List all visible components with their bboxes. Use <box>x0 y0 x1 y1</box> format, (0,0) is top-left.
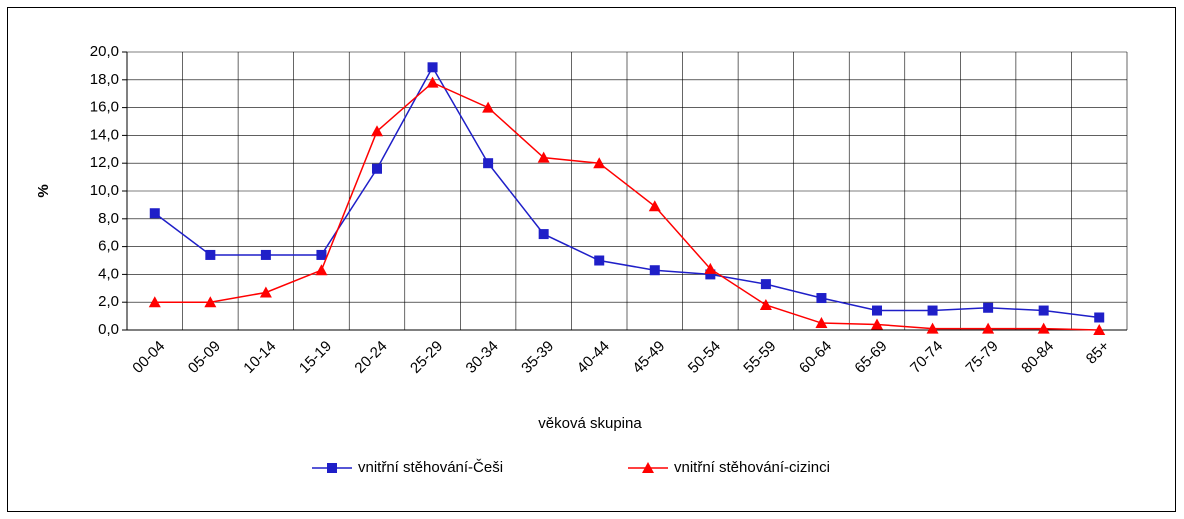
data-point <box>372 163 382 174</box>
legend-label: vnitřní stěhování-cizinci <box>674 459 830 476</box>
data-point <box>426 76 439 88</box>
legend-marker <box>327 463 337 473</box>
y-tick-label: 16,0 <box>90 99 119 116</box>
chart-frame <box>7 7 1176 512</box>
y-tick-label: 12,0 <box>90 154 119 171</box>
y-tick-label: 8,0 <box>98 210 119 227</box>
data-point <box>594 255 605 266</box>
data-point <box>705 269 716 280</box>
y-tick-label: 18,0 <box>90 71 119 88</box>
y-tick-label: 14,0 <box>90 126 119 143</box>
data-point <box>759 298 772 310</box>
data-point <box>204 296 217 308</box>
y-tick-label: 0,0 <box>98 321 119 338</box>
data-point <box>815 317 828 329</box>
data-point <box>538 229 549 240</box>
data-point <box>872 305 882 316</box>
data-point <box>259 286 272 298</box>
data-point <box>537 151 550 163</box>
data-point <box>982 322 995 334</box>
y-tick-label: 20,0 <box>90 43 119 60</box>
y-axis-label: % <box>35 184 52 197</box>
data-point <box>371 125 383 137</box>
data-point <box>649 265 660 276</box>
data-point <box>983 302 994 313</box>
data-point <box>482 101 495 113</box>
data-point <box>483 158 494 169</box>
data-point <box>927 305 938 316</box>
y-tick-label: 6,0 <box>98 238 119 255</box>
data-point <box>316 249 327 260</box>
data-point <box>1094 312 1105 323</box>
data-point <box>205 249 216 260</box>
y-tick-label: 10,0 <box>90 182 119 199</box>
data-point <box>704 262 717 274</box>
data-point <box>1037 322 1050 334</box>
data-point <box>816 293 827 304</box>
data-point <box>1038 305 1049 316</box>
data-point <box>427 62 438 73</box>
data-point <box>871 318 883 330</box>
legend-label: vnitřní stěhování-Češi <box>358 459 503 476</box>
legend-marker <box>642 462 654 473</box>
data-point <box>148 296 161 308</box>
data-point <box>260 249 271 260</box>
x-axis-label: věková skupina <box>538 415 642 432</box>
y-tick-label: 4,0 <box>98 265 119 282</box>
data-point <box>1093 324 1106 335</box>
series-line <box>154 81 1100 331</box>
data-point <box>315 264 328 276</box>
data-point <box>760 279 771 290</box>
data-point <box>648 200 661 212</box>
y-tick-label: 2,0 <box>98 293 119 310</box>
series-line <box>154 65 1100 319</box>
data-point <box>149 208 160 219</box>
data-point <box>926 322 939 334</box>
data-point <box>593 157 606 169</box>
